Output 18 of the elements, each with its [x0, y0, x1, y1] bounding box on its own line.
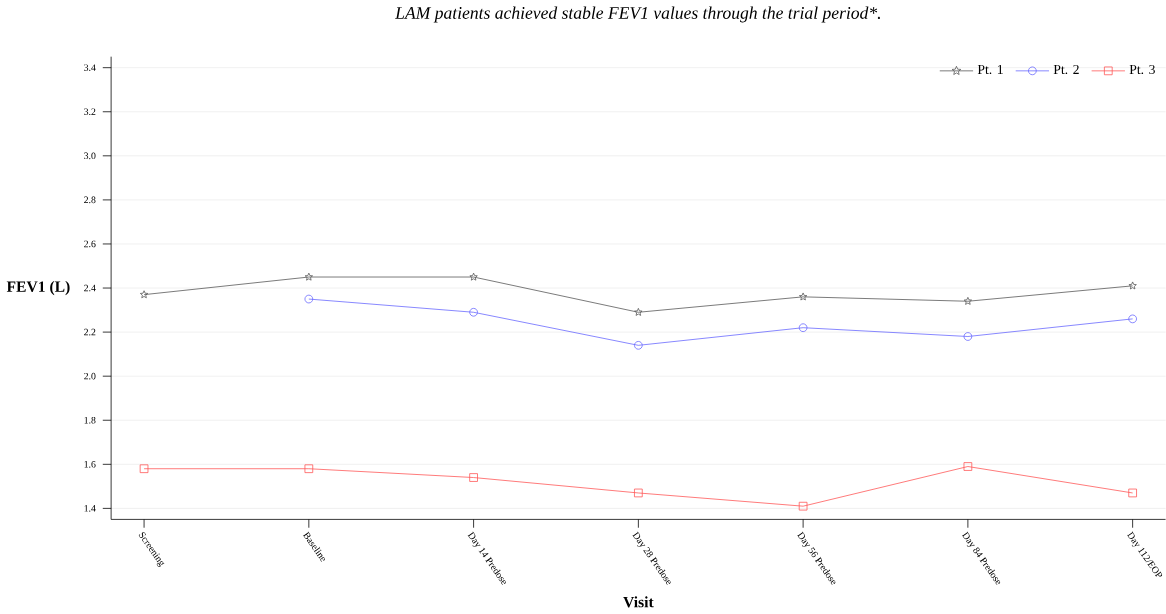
point [469, 473, 478, 482]
point [798, 501, 808, 511]
chart-title: LAM patients achieved stable FEV1 values through the trial period*. [394, 6, 880, 23]
point [304, 272, 313, 281]
point [963, 332, 973, 341]
point [469, 272, 478, 281]
point [634, 308, 643, 316]
point [798, 323, 808, 333]
point [1128, 488, 1137, 498]
point [634, 488, 643, 498]
point [304, 464, 314, 474]
line-series [139, 462, 1137, 511]
point [469, 308, 478, 317]
point [799, 292, 808, 301]
point [963, 462, 973, 471]
point [634, 341, 643, 350]
point [139, 464, 149, 474]
point [963, 297, 972, 305]
